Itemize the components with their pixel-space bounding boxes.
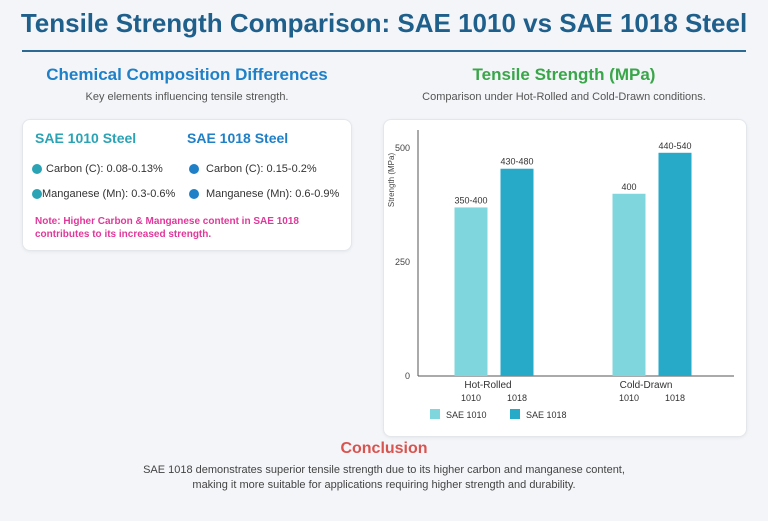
tensile-subtitle: Comparison under Hot-Rolled and Cold-Dra… <box>422 91 706 103</box>
composition-card: SAE 1010 Steel SAE 1018 Steel Carbon (C)… <box>22 119 352 251</box>
x-category-label: Cold-Drawn <box>620 380 673 391</box>
chart-card: 0 250 500 Strength (MPa) 350-400 1010 430-480 1… <box>383 119 747 437</box>
x-sub-label: 1010 <box>619 393 639 403</box>
page-title: Tensile Strength Comparison: SAE 1010 vs… <box>20 8 748 38</box>
tensile-title: Tensile Strength (MPa) <box>472 65 656 84</box>
legend-swatch <box>510 409 520 419</box>
x-sub-label: 1018 <box>665 393 685 403</box>
conclusion-line-1: SAE 1018 demonstrates superior tensile s… <box>143 464 625 476</box>
y-tick-label: 500 <box>395 143 410 153</box>
sae1018-carbon: Carbon (C): 0.15-0.2% <box>206 163 317 175</box>
composition-title: Chemical Composition Differences <box>46 65 328 84</box>
y-axis-label: Strength (MPa) <box>387 153 396 208</box>
legend-label: SAE 1018 <box>526 410 567 420</box>
x-sub-label: 1010 <box>461 393 481 403</box>
sae1010-header: SAE 1010 Steel <box>35 130 137 146</box>
bullet-dot-icon <box>32 164 42 174</box>
bar-sae-1010 <box>454 207 488 376</box>
data-label: 430-480 <box>500 157 533 167</box>
conclusion-line-2: making it more suitable for applications… <box>192 479 576 491</box>
sae1018-manganese: Manganese (Mn): 0.6-0.9% <box>206 188 340 200</box>
conclusion-text: SAE 1018 demonstrates superior tensile s… <box>84 463 684 493</box>
sae1018-header: SAE 1018 Steel <box>187 130 289 146</box>
y-tick-label: 0 <box>405 371 410 381</box>
bar-sae-1010 <box>612 193 646 376</box>
x-category-label: Hot-Rolled <box>464 380 511 391</box>
conclusion-title: Conclusion <box>340 440 428 457</box>
composition-subtitle: Key elements influencing tensile strengt… <box>85 91 289 103</box>
sae1010-carbon: Carbon (C): 0.08-0.13% <box>46 163 163 175</box>
composition-note: Note: Higher Carbon & Manganese content … <box>35 216 299 240</box>
bullet-dot-icon <box>32 189 42 199</box>
title-divider <box>22 50 746 52</box>
legend-label: SAE 1010 <box>446 410 487 420</box>
data-label: 440-540 <box>658 141 691 151</box>
sae1010-manganese: Manganese (Mn): 0.3-0.6% <box>42 188 176 200</box>
bullet-dot-icon <box>189 164 199 174</box>
bullet-dot-icon <box>189 189 199 199</box>
bar-sae-1018 <box>500 168 534 376</box>
x-sub-label: 1018 <box>507 393 527 403</box>
bar-sae-1018 <box>658 152 692 376</box>
data-label: 350-400 <box>454 195 487 205</box>
legend-swatch <box>430 409 440 419</box>
data-label: 400 <box>621 182 636 192</box>
y-tick-label: 250 <box>395 257 410 267</box>
